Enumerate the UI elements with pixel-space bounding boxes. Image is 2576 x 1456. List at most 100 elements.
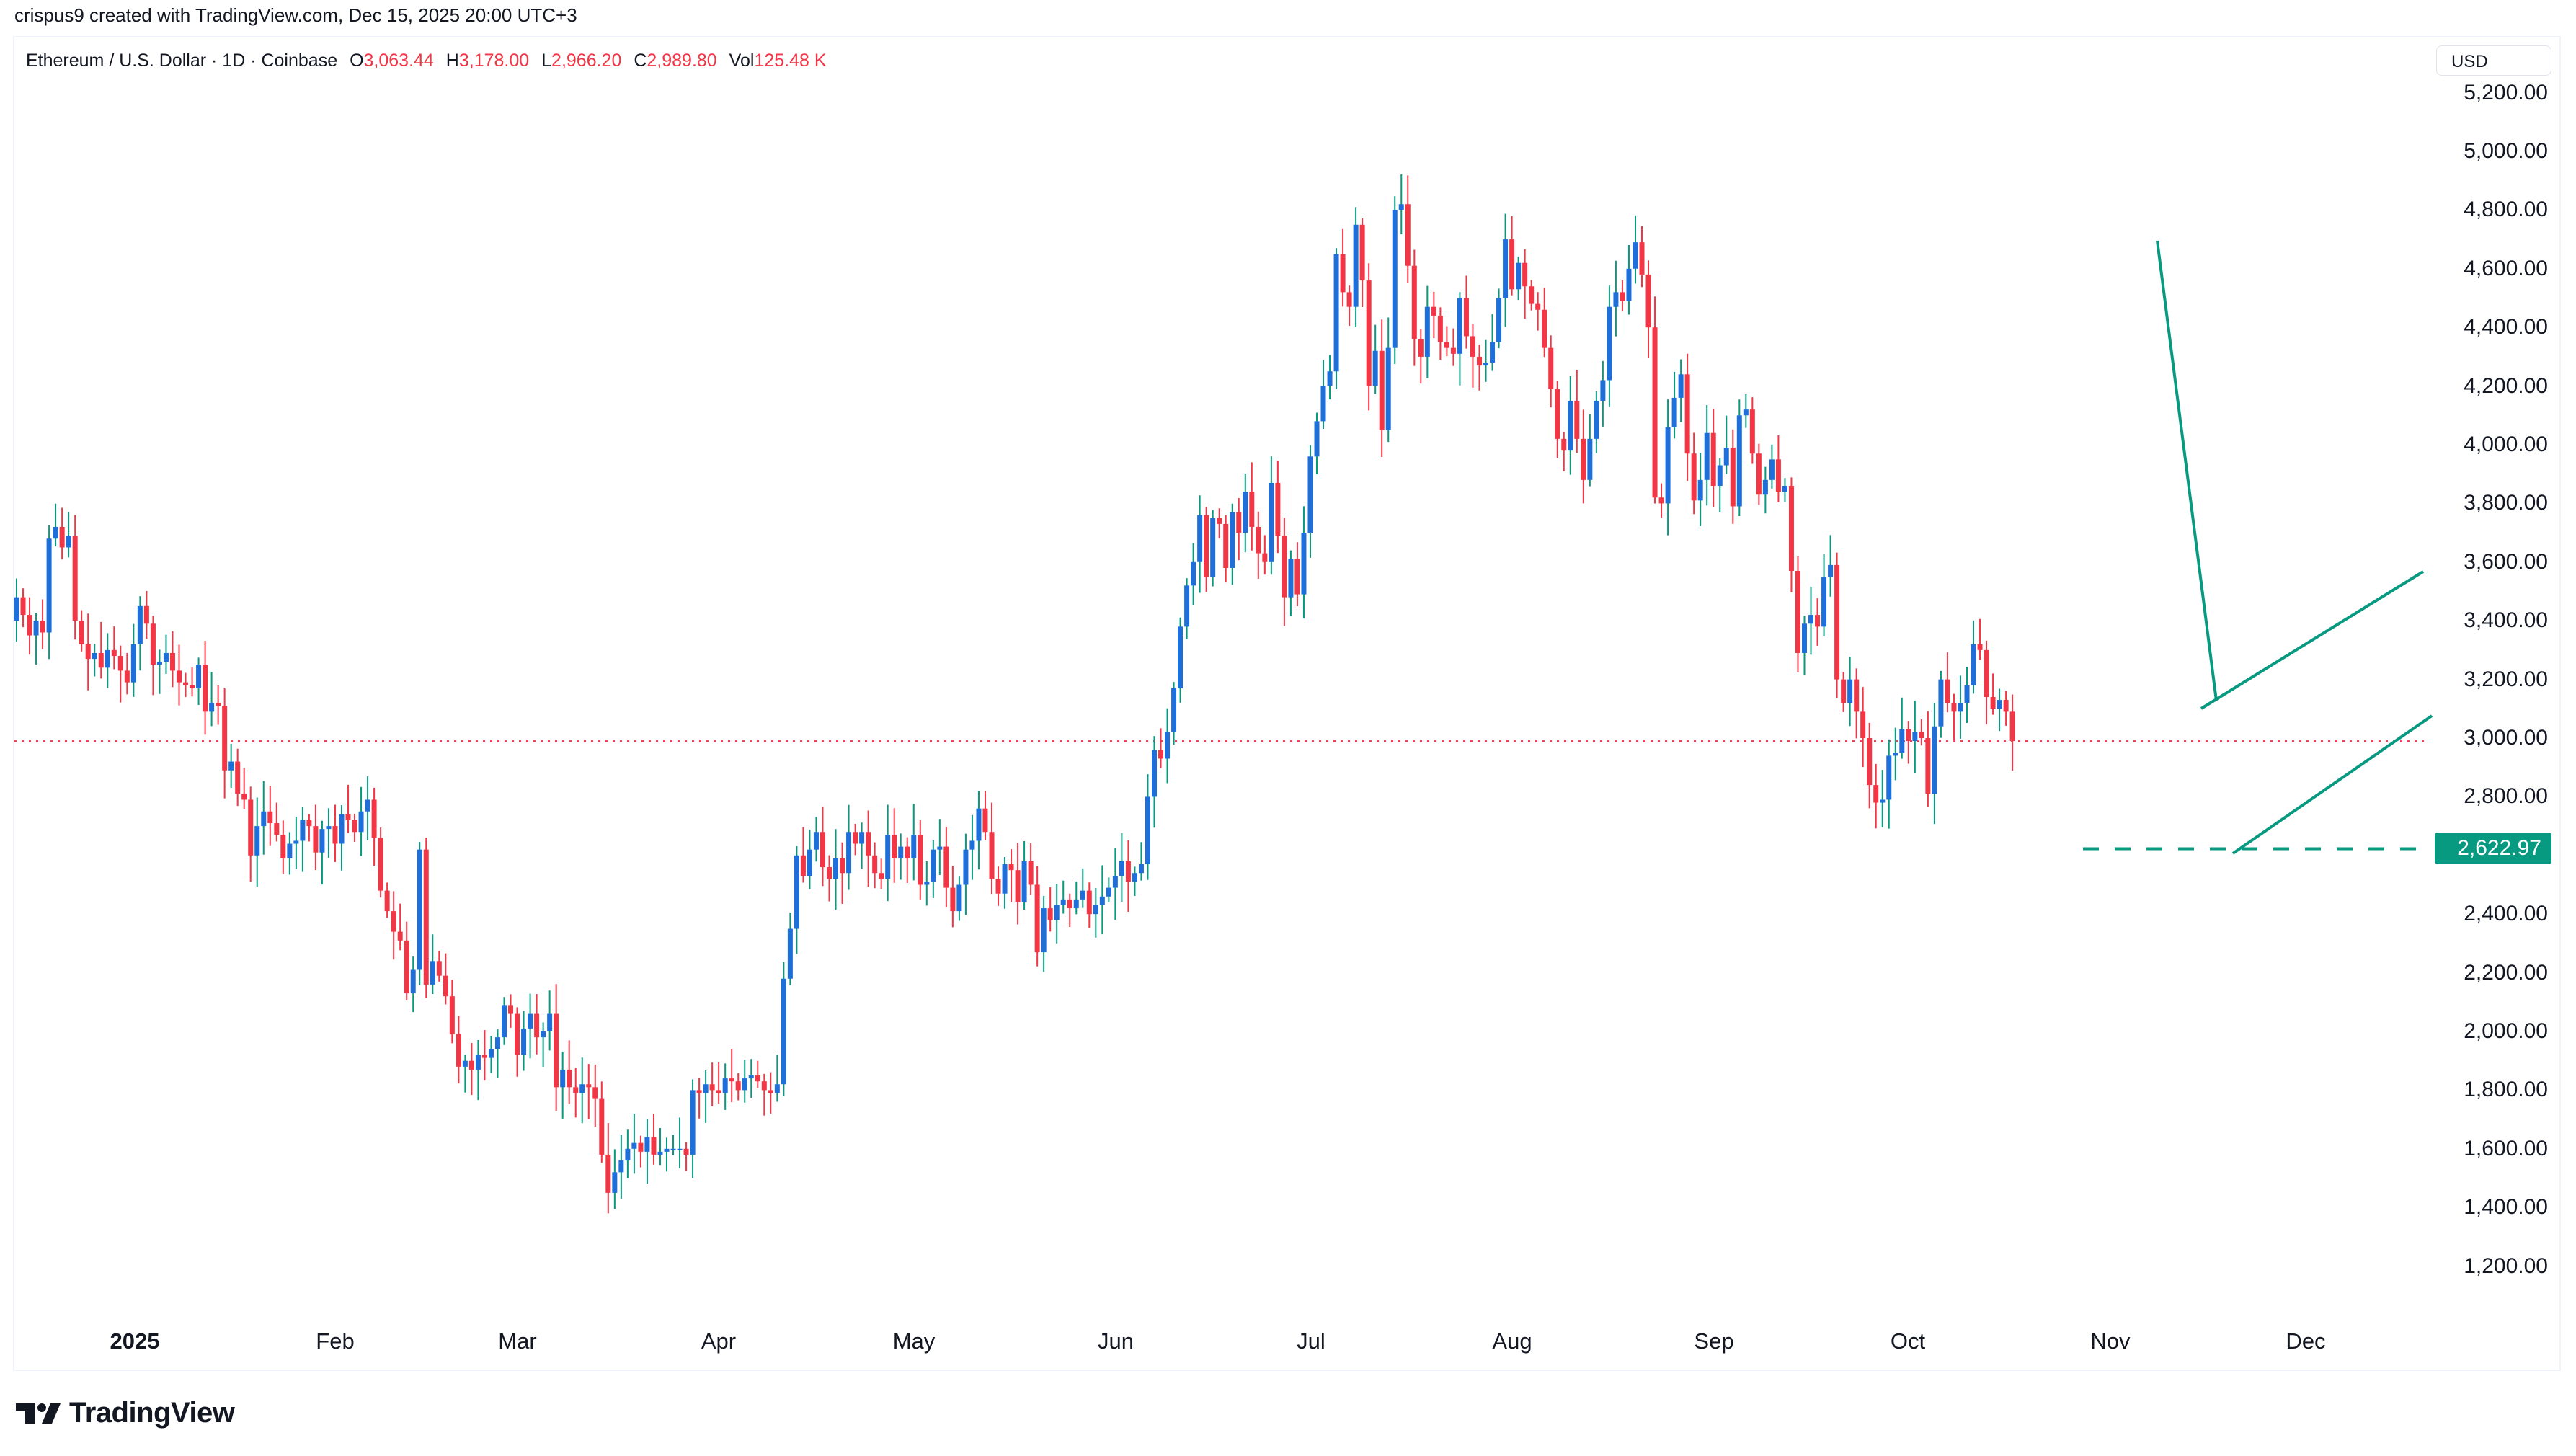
candle-body (1333, 254, 1339, 372)
candle-body (111, 649, 117, 657)
candle-body (774, 1084, 780, 1093)
candle-body (1243, 492, 1248, 533)
candle-body (1893, 753, 1898, 756)
candle-body (1535, 303, 1541, 310)
candle-body (846, 832, 852, 874)
candle-body (156, 662, 162, 665)
candle-body (1314, 421, 1320, 457)
candle-body (1210, 518, 1216, 577)
candle-body (1418, 339, 1424, 357)
candle-body (1424, 306, 1430, 357)
time-tick: Jun (1098, 1328, 1134, 1354)
candle-body (918, 835, 923, 885)
candle-body (1971, 644, 1976, 685)
candle-body (820, 832, 825, 868)
candle-body (222, 706, 228, 771)
candle-body (1775, 459, 1781, 492)
candle-body (378, 838, 383, 891)
candle-body (1626, 268, 1632, 301)
candle-body (1080, 890, 1085, 900)
candle-body (1620, 292, 1625, 301)
candle-body (326, 826, 332, 830)
candle-body (1366, 280, 1372, 386)
price-tick: 4,200.00 (2464, 373, 2548, 398)
candle-body (1802, 623, 1807, 653)
candle-body (1288, 559, 1294, 598)
candle-body (241, 794, 247, 800)
candle-body (605, 1154, 611, 1193)
candle-body (618, 1160, 624, 1173)
volume-value: 125.48 K (754, 50, 827, 71)
candle-body (1860, 711, 1866, 738)
candle-body (982, 808, 988, 833)
candle-body (761, 1081, 767, 1091)
time-tick: May (892, 1328, 936, 1354)
channel-upper-line (2200, 570, 2425, 710)
candle-body (404, 940, 409, 994)
candle-body (417, 849, 422, 970)
candle-body (1047, 908, 1053, 920)
candle-body (1704, 432, 1710, 480)
candle-body (1503, 239, 1509, 298)
candle-body (781, 978, 786, 1085)
candle-body (79, 621, 84, 644)
candle-body (937, 846, 943, 850)
candle-body (1015, 870, 1021, 902)
candle-body (1483, 363, 1489, 366)
candle-body (976, 808, 982, 841)
price-tick: 3,000.00 (2464, 726, 2548, 750)
candle-body (833, 858, 839, 879)
candle-body (742, 1078, 747, 1091)
candle-body (150, 623, 156, 665)
candle-body (27, 615, 32, 636)
candle-body (1600, 380, 1606, 401)
candle-body (950, 887, 956, 912)
candle-body (644, 1137, 650, 1152)
candle-body (1307, 456, 1313, 533)
candle-body (1138, 864, 1144, 874)
candle-body (1106, 887, 1111, 897)
candle-body (703, 1084, 709, 1093)
candle-body (1542, 309, 1547, 348)
candle-body (1671, 397, 1677, 427)
time-tick: Sep (1694, 1328, 1734, 1354)
candle-body (274, 823, 280, 835)
candle-body (1925, 738, 1931, 794)
candle-body (1984, 649, 1989, 698)
candle-body (735, 1081, 741, 1091)
candle-body (1762, 479, 1768, 495)
candle-body (1152, 750, 1157, 797)
time-tick: Oct (1890, 1328, 1926, 1354)
candle-body (1509, 239, 1515, 290)
candle-body (1645, 274, 1651, 328)
candle-body (1145, 796, 1150, 865)
candle-body (216, 703, 221, 706)
candle-body (1359, 224, 1365, 281)
candle-body (502, 1005, 507, 1038)
candle-body (1639, 242, 1645, 275)
candle-body (1867, 738, 1873, 786)
candle-body (859, 832, 865, 844)
symbol-title[interactable]: Ethereum / U.S. Dollar · 1D · Coinbase (26, 50, 338, 71)
candle-body (488, 1049, 494, 1058)
candle-body (1633, 242, 1638, 269)
candle-body (989, 832, 995, 879)
candle-body (677, 1148, 683, 1150)
currency-selector[interactable]: USD (2436, 45, 2551, 76)
candle-body (1990, 697, 1996, 709)
candle-body (1372, 350, 1378, 386)
candle-body (267, 811, 273, 824)
tradingview-logo[interactable]: TradingView (16, 1397, 235, 1429)
candle-body (1256, 526, 1261, 554)
tradingview-logo-icon (16, 1403, 61, 1424)
candle-body (2003, 700, 2009, 712)
candle-body (690, 1090, 696, 1155)
candle-body (1938, 679, 1944, 727)
candle-body (1795, 571, 1800, 653)
candle-body (1021, 861, 1027, 902)
candle-body (1002, 864, 1008, 894)
candle-body (1815, 615, 1821, 627)
candle-body (456, 1034, 461, 1067)
candle-body (534, 1013, 540, 1038)
